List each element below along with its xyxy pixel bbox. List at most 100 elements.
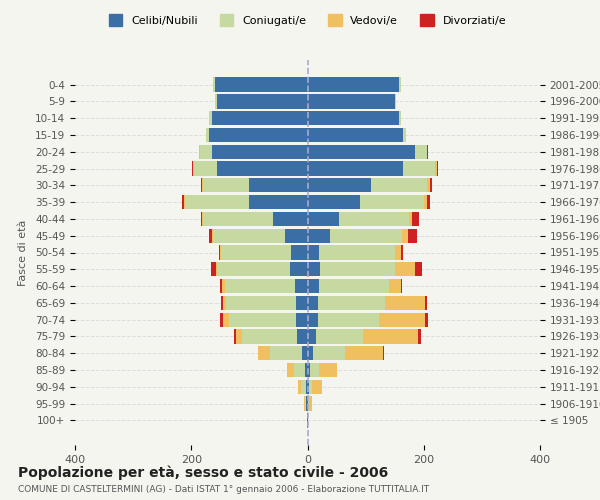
Bar <box>294 363 305 377</box>
Bar <box>308 262 320 276</box>
Bar <box>209 111 212 126</box>
Bar <box>306 380 308 394</box>
Bar <box>345 346 383 360</box>
Bar <box>310 363 319 377</box>
Bar <box>415 262 422 276</box>
Bar <box>234 330 236 344</box>
Bar <box>192 162 193 175</box>
Bar <box>220 279 222 293</box>
Bar <box>436 162 437 175</box>
Bar <box>319 279 389 293</box>
Bar <box>209 228 212 243</box>
Bar <box>360 195 424 210</box>
Bar <box>308 228 329 243</box>
Bar <box>220 312 223 327</box>
Bar <box>242 330 297 344</box>
Bar <box>415 144 427 159</box>
Bar <box>363 330 418 344</box>
Bar <box>200 144 212 159</box>
Bar <box>212 228 213 243</box>
Bar <box>301 380 306 394</box>
Bar <box>291 246 308 260</box>
Bar <box>308 246 319 260</box>
Bar <box>308 346 313 360</box>
Bar <box>308 363 310 377</box>
Bar <box>320 262 395 276</box>
Bar <box>203 178 250 192</box>
Bar <box>223 296 226 310</box>
Bar <box>212 144 308 159</box>
Bar <box>389 279 401 293</box>
Bar <box>308 111 400 126</box>
Bar <box>296 312 308 327</box>
Bar <box>217 94 308 108</box>
Bar <box>211 262 215 276</box>
Bar <box>305 396 307 410</box>
Bar <box>309 396 312 410</box>
Bar <box>308 380 311 394</box>
Bar <box>408 228 417 243</box>
Bar <box>202 178 203 192</box>
Bar <box>236 330 242 344</box>
Bar <box>319 363 337 377</box>
Bar <box>200 178 202 192</box>
Bar <box>297 330 308 344</box>
Bar <box>427 195 430 210</box>
Bar <box>308 144 415 159</box>
Bar <box>217 162 308 175</box>
Bar <box>221 246 291 260</box>
Bar <box>225 279 295 293</box>
Y-axis label: Fasce di età: Fasce di età <box>18 220 28 286</box>
Bar <box>308 94 395 108</box>
Bar <box>213 228 286 243</box>
Bar <box>316 330 363 344</box>
Bar <box>213 78 215 92</box>
Bar <box>385 296 425 310</box>
Bar <box>308 396 309 410</box>
Bar <box>298 380 301 394</box>
Bar <box>194 162 217 175</box>
Bar <box>229 312 296 327</box>
Bar <box>296 296 308 310</box>
Bar <box>217 262 290 276</box>
Text: COMUNE DI CASTELTERMINI (AG) - Dati ISTAT 1° gennaio 2006 - Elaborazione TUTTITA: COMUNE DI CASTELTERMINI (AG) - Dati ISTA… <box>18 485 429 494</box>
Bar <box>371 178 427 192</box>
Bar <box>401 279 402 293</box>
Bar <box>319 246 395 260</box>
Bar <box>202 212 203 226</box>
Bar <box>258 346 270 360</box>
Bar <box>395 246 401 260</box>
Bar <box>425 312 428 327</box>
Bar <box>308 279 319 293</box>
Bar <box>308 78 400 92</box>
Bar <box>185 195 250 210</box>
Bar <box>226 296 296 310</box>
Bar <box>270 346 302 360</box>
Bar <box>182 195 184 210</box>
Bar <box>308 212 340 226</box>
Bar <box>200 212 202 226</box>
Bar <box>412 212 419 226</box>
Bar <box>287 363 294 377</box>
Bar <box>427 178 430 192</box>
Bar <box>311 380 322 394</box>
Bar <box>203 212 272 226</box>
Bar <box>184 195 185 210</box>
Bar <box>318 312 379 327</box>
Bar <box>403 128 406 142</box>
Bar <box>295 279 308 293</box>
Bar <box>379 312 425 327</box>
Bar <box>308 330 316 344</box>
Bar <box>272 212 308 226</box>
Bar <box>308 296 318 310</box>
Bar <box>437 162 438 175</box>
Bar <box>424 195 427 210</box>
Bar <box>250 195 308 210</box>
Bar <box>400 111 401 126</box>
Bar <box>215 262 217 276</box>
Legend: Celibi/Nubili, Coniugati/e, Vedovi/e, Divorziati/e: Celibi/Nubili, Coniugati/e, Vedovi/e, Di… <box>104 10 511 30</box>
Bar <box>223 312 229 327</box>
Bar <box>212 111 308 126</box>
Bar <box>215 94 217 108</box>
Bar <box>409 212 412 226</box>
